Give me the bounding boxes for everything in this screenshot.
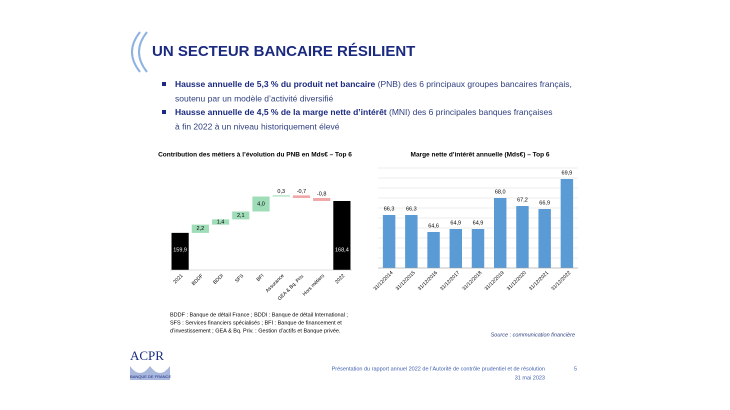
- chart-title: Marge nette d’intérêt annuelle (Mds€) – …: [411, 152, 550, 159]
- value-label: 66,9: [539, 200, 550, 206]
- footnote: SFS : Services financiers spécialisés ; …: [170, 320, 342, 326]
- value-label: 2,2: [197, 226, 205, 232]
- bar: [516, 206, 529, 268]
- bar: [232, 211, 250, 220]
- bar: [494, 198, 507, 268]
- footnote: BDDF : Banque de détail France ; BDDI : …: [170, 312, 348, 318]
- bullet-text: à fin 2022 à un niveau historiquement él…: [175, 121, 340, 131]
- logo-sub: BANQUE DE FRANCE: [130, 374, 171, 379]
- bar: [382, 215, 396, 268]
- value-label: 4,0: [257, 201, 265, 207]
- x-tick-label: BFI: [256, 273, 266, 283]
- value-label: 69,9: [562, 170, 573, 176]
- bracket: [131, 31, 141, 73]
- bullet-text: soutenu par un modèle d’activité diversi…: [175, 93, 334, 103]
- logo-name: ACPR: [130, 348, 164, 363]
- bullet-marker: [162, 82, 166, 86]
- bullet-bold: Hausse annuelle de 4,5 % de la marge net…: [175, 107, 387, 117]
- value-label: 64,9: [450, 220, 461, 226]
- value-label: 67,2: [517, 197, 528, 203]
- bar: [449, 229, 462, 268]
- x-tick-label: SFS: [234, 273, 246, 285]
- value-label: -0,8: [317, 191, 326, 197]
- value-label: 66,3: [406, 206, 417, 212]
- value-label: 2,1: [237, 213, 245, 219]
- bullet-normal: (MNI) des 6 principales banques français…: [387, 107, 553, 117]
- bullet-text: Hausse annuelle de 5,3 % du produit net …: [175, 79, 572, 89]
- page-number: 5: [574, 366, 577, 372]
- value-label: 66,3: [384, 206, 395, 212]
- bar: [538, 209, 551, 268]
- bullet-normal: (PNB) des 6 principaux groupes bancaires…: [375, 79, 572, 89]
- source: Source : communication financière: [491, 332, 575, 338]
- bar: [272, 195, 290, 197]
- bar: [252, 196, 270, 212]
- value-label: 0,3: [277, 189, 285, 195]
- footer-date: 31 mai 2023: [515, 375, 545, 381]
- bar: [560, 179, 574, 268]
- bullet-bold: Hausse annuelle de 5,3 % du produit net …: [175, 79, 376, 89]
- value-label: 159,9: [173, 247, 187, 253]
- footer-text: Présentation du rapport annuel 2022 de l…: [332, 366, 545, 372]
- chart-title: Contribution des métiers à l’évolution d…: [158, 152, 352, 159]
- slide-title: UN SECTEUR BANCAIRE RÉSILIENT: [152, 43, 415, 60]
- bullet-text: Hausse annuelle de 4,5 % de la marge net…: [175, 107, 552, 117]
- footnote: d’investissement ; GEA & Bq. Priv. : Ges…: [170, 328, 341, 334]
- value-label: 64,6: [428, 223, 439, 229]
- value-label: 68,0: [495, 189, 506, 195]
- bar: [171, 232, 189, 270]
- bar: [405, 215, 418, 268]
- bar: [313, 198, 331, 201]
- bar: [333, 201, 351, 270]
- value-label: -0,7: [297, 189, 306, 195]
- bar: [471, 229, 485, 268]
- value-label: 1,4: [217, 219, 225, 225]
- value-label: 64,9: [473, 220, 484, 226]
- bar: [211, 219, 230, 225]
- bracket: [138, 31, 148, 73]
- bar: [191, 224, 209, 233]
- bar: [292, 195, 311, 198]
- bar: [427, 232, 440, 268]
- bullet-marker: [162, 110, 166, 114]
- logo-mark: [130, 366, 170, 380]
- value-label: 168,4: [335, 247, 349, 253]
